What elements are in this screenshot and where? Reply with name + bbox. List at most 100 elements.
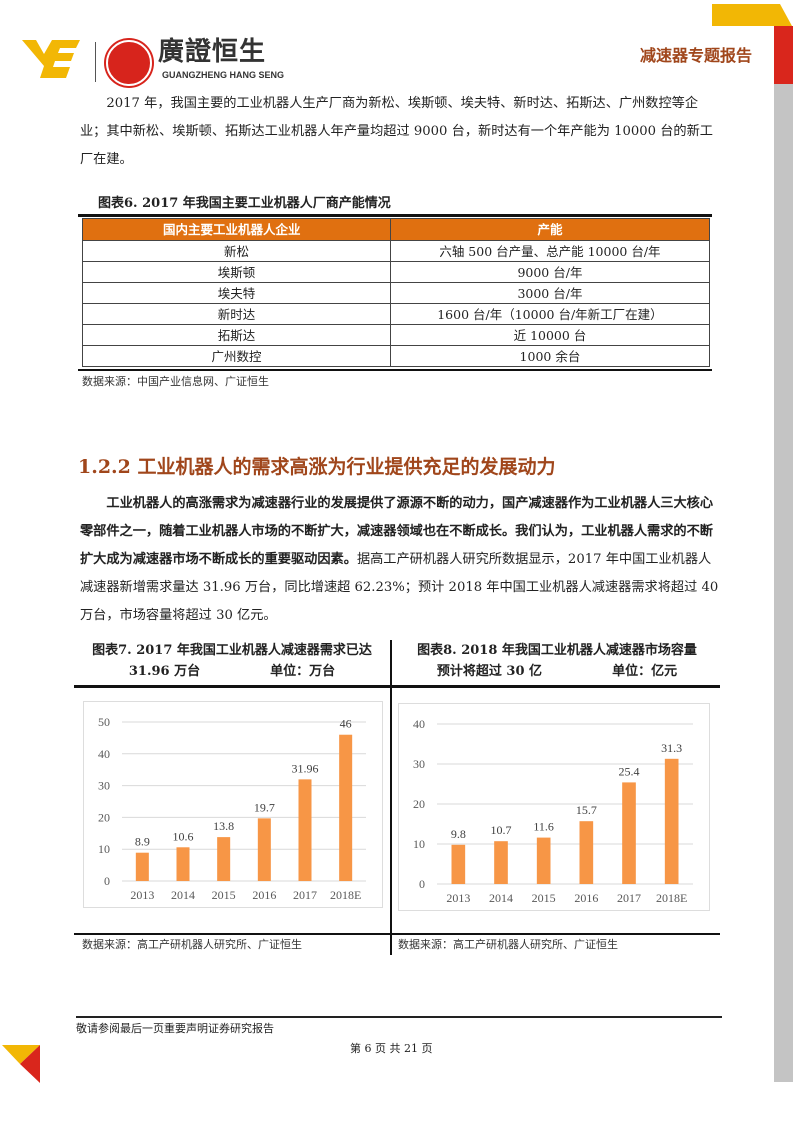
page-number: 第 6 页 共 21 页 (350, 1042, 433, 1055)
side-bar-red (774, 26, 793, 84)
table-header: 国内主要工业机器人企业 (82, 218, 391, 241)
table-cell: 埃夫特 (82, 282, 391, 304)
table-row: 新松 六轴 500 台产量、总产能 10000 台/年 (82, 240, 711, 262)
figure-title-line2: 预计将超过 30 亿 单位：亿元 (394, 661, 720, 682)
table-cell: 六轴 500 台产量、总产能 10000 台/年 (389, 240, 711, 262)
y-tick-label: 40 (413, 717, 425, 731)
logo-text-en: GUANGZHENG HANG SENG (162, 70, 285, 80)
logo-text: 廣證恒生 (158, 37, 267, 67)
section-title: 1.2.2 工业机器人的需求高涨为行业提供充足的发展动力 (78, 456, 556, 478)
report-title: 减速器专题报告 (640, 46, 753, 65)
y-tick-label: 50 (98, 715, 110, 729)
x-tick-label: 2015 (212, 888, 236, 902)
table-cell: 拓斯达 (82, 324, 391, 346)
data-label: 25.4 (619, 764, 640, 778)
bar (339, 734, 353, 881)
x-tick-label: 2013 (130, 888, 154, 902)
reducer-market-chart: 0 10 20 30 40 9.8 2013 10.7 2014 11.6 2015 15.7 2016… (398, 703, 710, 911)
table-row: 埃斯顿 9000 台/年 (82, 261, 711, 283)
x-tick-label: 2016 (252, 888, 276, 902)
table-title: 图表6. 2017 年我国主要工业机器人厂商产能情况 (98, 196, 391, 211)
bar (257, 818, 271, 881)
y-tick-label: 0 (104, 874, 110, 888)
table-cell: 广州数控 (82, 345, 391, 367)
x-tick-label: 2015 (532, 891, 556, 905)
divider (78, 214, 712, 217)
side-bar-gray (774, 84, 793, 1082)
y-tick-label: 40 (98, 747, 110, 761)
table-row: 广州数控 1000 余台 (82, 345, 711, 367)
corner-decoration-icon (2, 1045, 40, 1083)
bar (579, 821, 594, 884)
unit-label: 单位：万台 (270, 664, 336, 679)
table-cell: 1600 台/年（10000 台/年新工厂在建） (389, 303, 711, 325)
data-label: 46 (340, 717, 352, 731)
x-tick-label: 2014 (171, 888, 195, 902)
bar (176, 847, 190, 881)
bar (622, 782, 636, 884)
table-cell: 新松 (82, 240, 391, 262)
logo-ye-icon (22, 40, 80, 78)
x-tick-label: 2016 (574, 891, 598, 905)
y-tick-label: 10 (98, 842, 110, 856)
table-cell: 近 10000 台 (389, 324, 711, 346)
paragraph: 工业机器人的高涨需求为减速器行业的发展提供了源源不断的动力，国产减速器作为工业机… (80, 490, 720, 630)
figure-title-line: 图表7. 2017 年我国工业机器人减速器需求已达 (92, 643, 372, 658)
divider (74, 933, 720, 935)
x-tick-label: 2018E (656, 891, 687, 905)
y-tick-label: 20 (413, 797, 425, 811)
data-label: 15.7 (576, 803, 597, 817)
divider (76, 1016, 722, 1018)
y-tick-label: 30 (98, 779, 110, 793)
x-tick-label: 2017 (293, 888, 317, 902)
table-row: 新时达 1600 台/年（10000 台/年新工厂在建） (82, 303, 711, 325)
table-cell: 埃斯顿 (82, 261, 391, 283)
figure-title-line: 图表8. 2018 年我国工业机器人减速器市场容量 (417, 643, 697, 658)
bold-text: 工业机器人的高涨需求为减速器行业的发展提供了源源不断的动力，国产减速器作为工业机… (80, 496, 714, 567)
figure-title: 图表7. 2017 年我国工业机器人减速器需求已达 31.96 万台 单位：万台 (76, 640, 388, 682)
data-label: 10.7 (491, 823, 512, 837)
divider (74, 685, 720, 688)
bar (536, 837, 551, 884)
table-row: 埃夫特 3000 台/年 (82, 282, 711, 304)
y-tick-label: 10 (413, 837, 425, 851)
x-tick-label: 2014 (489, 891, 513, 905)
source-note: 数据来源：高工产研机器人研究所、广证恒生 (82, 938, 302, 951)
capacity-table: 国内主要工业机器人企业 产能 新松 六轴 500 台产量、总产能 10000 台/年… (82, 218, 711, 367)
x-tick-label: 2017 (617, 891, 641, 905)
disclaimer-note: 敬请参阅最后一页重要声明证券研究报告 (76, 1022, 274, 1035)
figure-title-line2: 31.96 万台 单位：万台 (76, 661, 388, 682)
data-label: 19.7 (254, 800, 275, 814)
paragraph: 2017 年，我国主要的工业机器人生产厂商为新松、埃斯顿、埃夫特、新时达、拓斯达… (80, 96, 713, 167)
table-cell: 3000 台/年 (389, 282, 711, 304)
data-label: 9.8 (451, 827, 466, 841)
divider (390, 640, 392, 955)
divider (78, 369, 712, 371)
source-note: 数据来源：中国产业信息网、广证恒生 (82, 375, 269, 388)
bar (217, 837, 231, 881)
data-label: 11.6 (533, 820, 554, 834)
bar (664, 758, 679, 884)
table-header: 产能 (389, 218, 711, 241)
data-label: 31.3 (661, 741, 682, 755)
corner-decoration (712, 4, 792, 26)
data-label: 31.96 (292, 761, 319, 775)
x-tick-label: 2018E (330, 888, 361, 902)
figure-title: 图表8. 2018 年我国工业机器人减速器市场容量预计将超过 30 亿 单位：亿元 (394, 640, 720, 682)
y-tick-label: 30 (413, 757, 425, 771)
x-tick-label: 2013 (446, 891, 470, 905)
table-cell: 9000 台/年 (389, 261, 711, 283)
logo-seal-icon (106, 40, 152, 86)
table-row: 拓斯达近 10000 台 (82, 324, 711, 346)
figure-subtitle: 31.96 万台 (128, 664, 201, 679)
table-cell: 1000 余台 (389, 345, 711, 367)
unit-label: 单位：亿元 (612, 664, 678, 679)
y-tick-label: 0 (419, 877, 425, 891)
source-note: 数据来源：高工产研机器人研究所、广证恒生 (398, 938, 618, 951)
data-label: 8.9 (135, 835, 150, 849)
reducer-demand-chart: 0 10 20 30 40 50 8.9 2013 10.6 2014 13.8 2015 19.7 20… (83, 701, 383, 908)
bar (494, 841, 508, 884)
bar (451, 844, 466, 884)
y-tick-label: 20 (98, 810, 110, 824)
logo-divider (95, 42, 96, 82)
